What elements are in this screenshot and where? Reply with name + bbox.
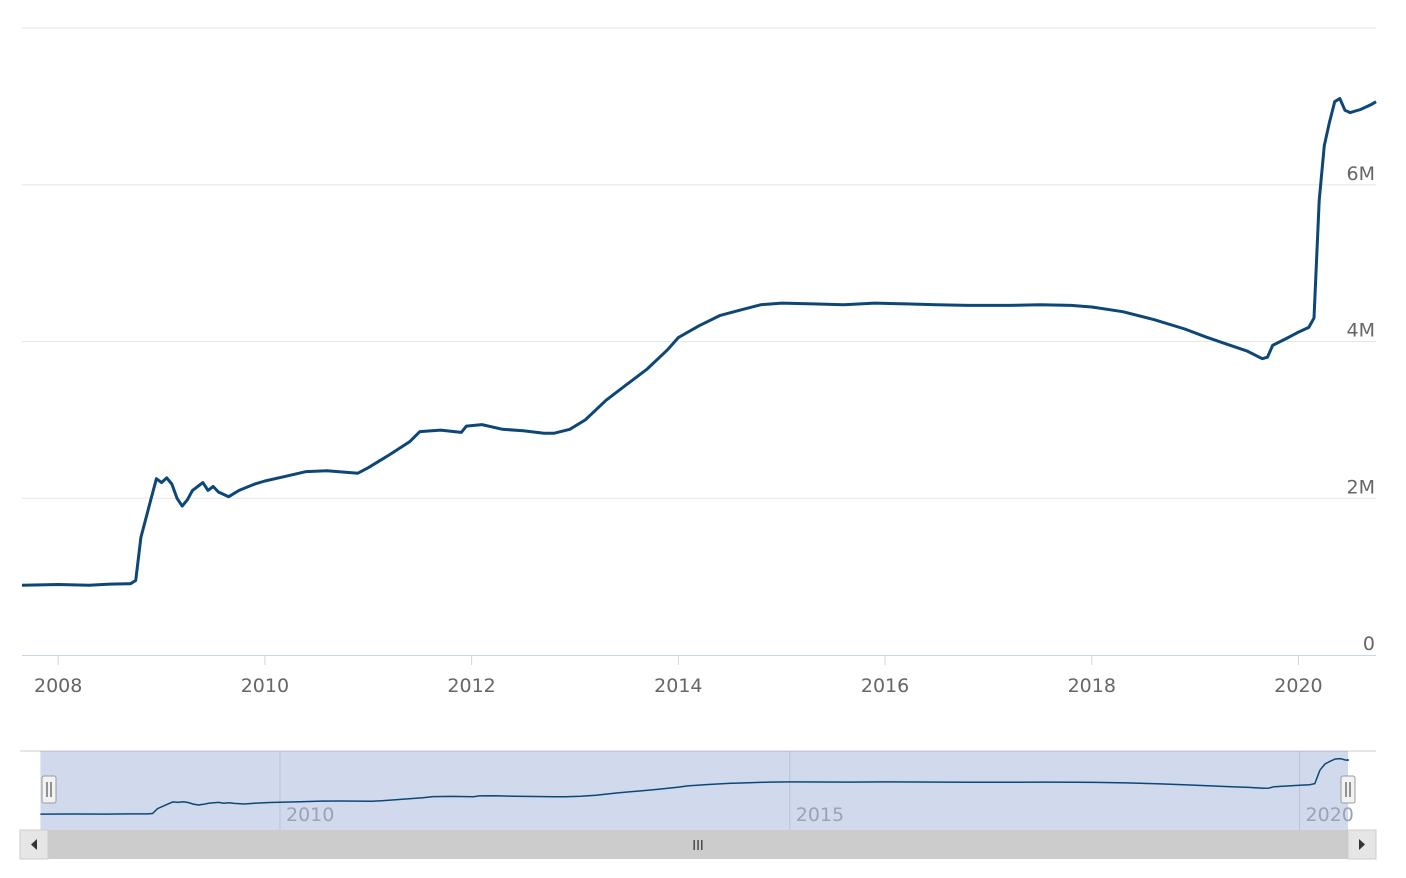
navigator[interactable]: 2010 2015 2020	[20, 750, 1376, 830]
arrow-left-icon	[31, 839, 37, 850]
x-tick-label: 2020	[1274, 675, 1322, 697]
navigator-x-label: 2015	[796, 804, 844, 826]
navigator-series-line	[40, 757, 1349, 815]
navigator-series	[40, 757, 1349, 815]
y-tick-label: 0	[1363, 633, 1375, 655]
y-gridlines	[22, 27, 1376, 499]
navigator-left-handle[interactable]	[41, 775, 57, 804]
navigator-gridlines	[279, 751, 1301, 830]
y-axis-labels: 0 2M 4M 6M	[1347, 163, 1375, 655]
x-tick-label: 2016	[861, 675, 909, 697]
arrow-right-icon	[1359, 839, 1365, 850]
y-tick-label: 6M	[1347, 163, 1375, 185]
x-axis: 2008 2010 2012 2014 2016 2018 2020	[34, 655, 1323, 697]
scrollbar[interactable]: III	[19, 829, 1377, 860]
scrollbar-grip: III	[692, 839, 704, 854]
navigator-x-labels: 2010 2015 2020	[286, 804, 1354, 826]
x-tick-label: 2008	[34, 675, 82, 697]
x-tick-label: 2018	[1068, 675, 1116, 697]
scrollbar-thumb[interactable]	[48, 830, 1348, 859]
navigator-selected-range[interactable]	[40, 751, 1348, 830]
y-tick-label: 2M	[1347, 476, 1375, 498]
series-line[interactable]	[21, 97, 1377, 587]
x-tick-label: 2014	[654, 675, 702, 697]
navigator-right-handle[interactable]	[1340, 775, 1356, 804]
y-tick-label: 4M	[1347, 320, 1375, 342]
navigator-x-label: 2020	[1306, 804, 1354, 826]
navigator-x-label: 2010	[286, 804, 334, 826]
x-tick-label: 2012	[447, 675, 495, 697]
x-tick-label: 2010	[241, 675, 289, 697]
plot-area[interactable]	[21, 97, 1377, 587]
